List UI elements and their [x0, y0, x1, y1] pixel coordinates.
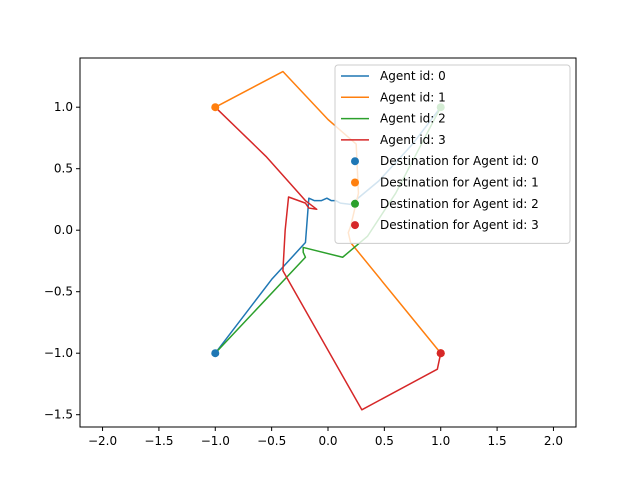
legend: Agent id: 0 Agent id: 1 Agent id: 2 Agent i…	[334, 64, 571, 244]
legend-marker-destination-0	[351, 157, 359, 166]
legend-label: Destination for Agent id: 2	[380, 197, 539, 211]
destination-marker-agent-3	[436, 349, 445, 358]
legend-marker-destination-1	[351, 178, 359, 187]
legend-label: Agent id: 0	[380, 69, 446, 83]
y-tick-label: −0.5	[44, 285, 73, 299]
x-tick-label: 0.5	[375, 434, 394, 448]
y-tick-label: 0.5	[54, 162, 73, 176]
legend-label: Agent id: 1	[380, 90, 446, 104]
y-tick-label: −1.0	[44, 346, 73, 360]
x-tick-label: −2.0	[88, 434, 117, 448]
y-tick-label: −1.5	[44, 408, 73, 422]
start-marker-0	[211, 103, 220, 112]
x-tick-label: 0.0	[318, 434, 337, 448]
destination-marker-agent-0	[211, 349, 220, 358]
trajectory-line-agent-3	[214, 106, 442, 411]
x-tick-label: −0.5	[257, 434, 286, 448]
legend-label: Agent id: 2	[380, 112, 446, 126]
x-axis: −2.0 −1.5 −1.0 −0.5 0.0 0.5 1.0 1.5 2.0	[88, 427, 563, 448]
legend-marker-destination-3	[351, 221, 359, 230]
x-tick-label: 1.5	[488, 434, 507, 448]
y-tick-label: 0.0	[54, 223, 73, 237]
y-tick-label: 1.0	[54, 100, 73, 114]
x-tick-label: 1.0	[431, 434, 450, 448]
legend-label: Agent id: 3	[380, 133, 446, 147]
legend-marker-destination-2	[351, 199, 359, 208]
x-tick-label: −1.0	[201, 434, 230, 448]
legend-label: Destination for Agent id: 1	[380, 176, 539, 190]
x-tick-label: −1.5	[144, 434, 173, 448]
legend-box	[334, 64, 571, 244]
x-tick-label: 2.0	[544, 434, 563, 448]
legend-label: Destination for Agent id: 3	[380, 218, 539, 232]
y-axis: −1.5 −1.0 −0.5 0.0 0.5 1.0	[44, 100, 80, 422]
legend-label: Destination for Agent id: 0	[380, 154, 539, 168]
